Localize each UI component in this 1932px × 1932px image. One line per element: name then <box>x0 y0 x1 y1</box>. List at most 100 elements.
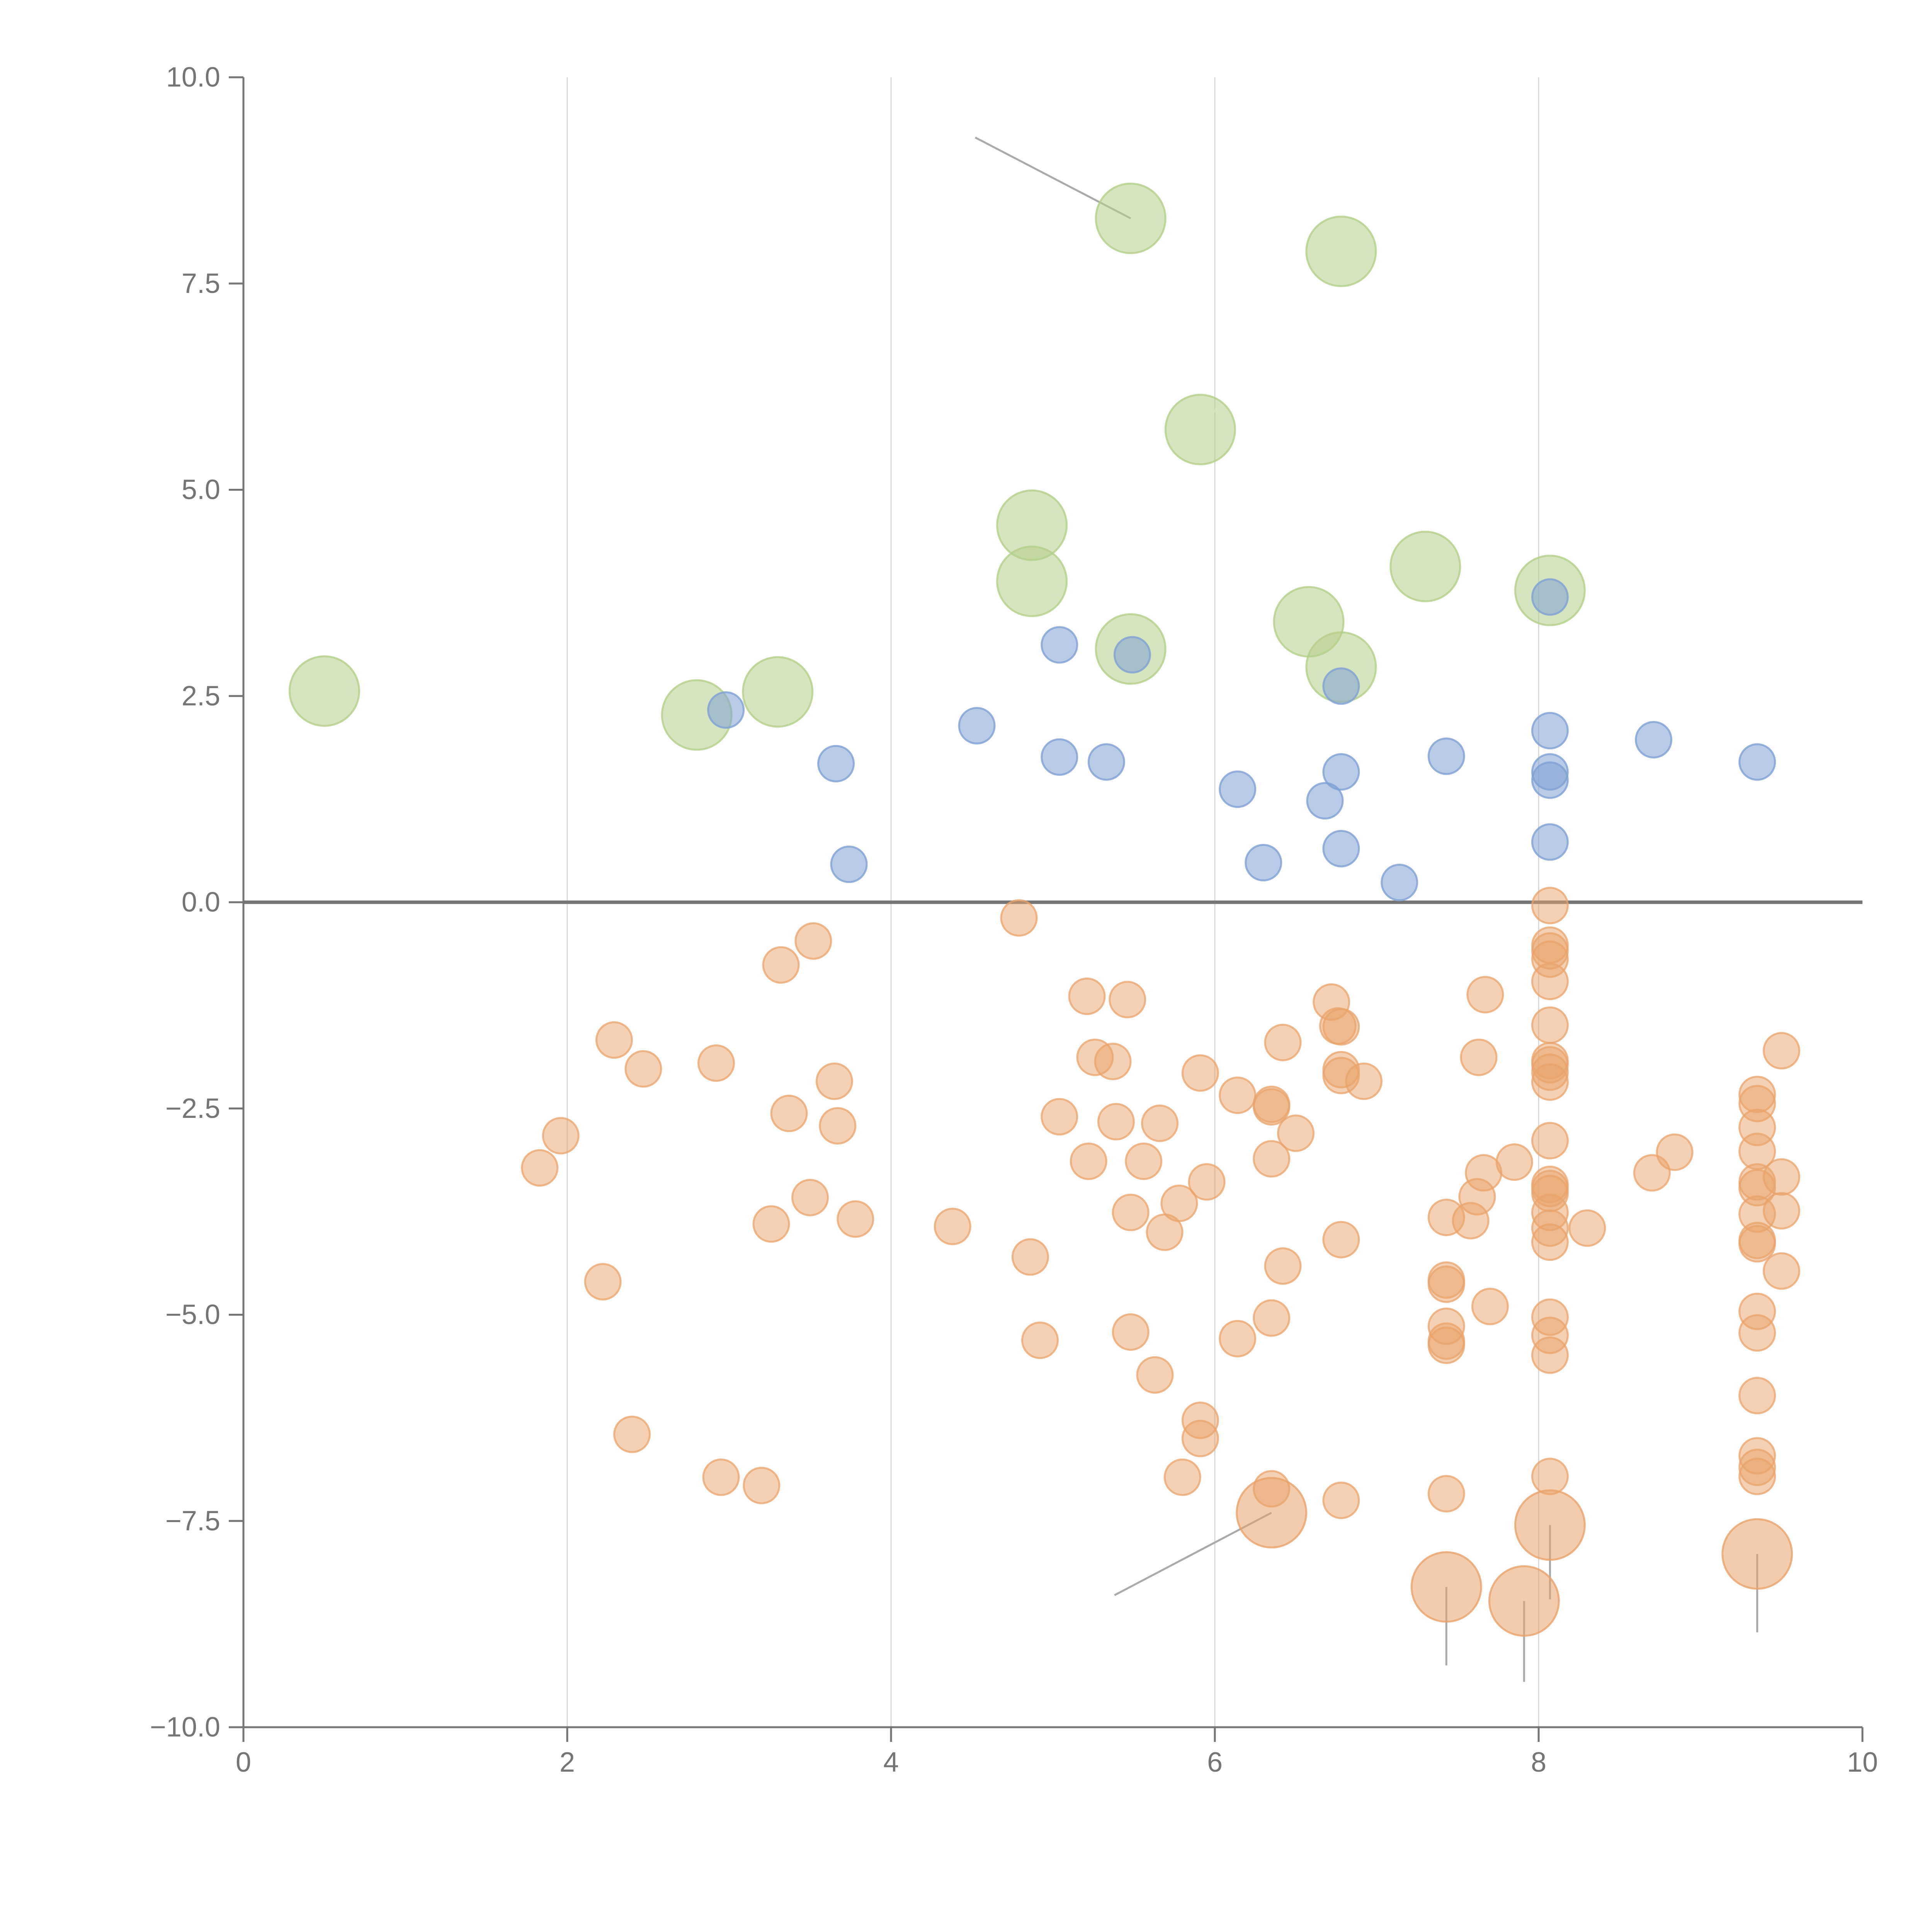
positive-point <box>1634 721 1672 759</box>
positive-point <box>1322 753 1360 791</box>
negative-point <box>1322 1008 1360 1046</box>
negative-point <box>1097 1103 1135 1141</box>
y-tick-label: −5.0 <box>165 1299 220 1330</box>
positive-point <box>1531 578 1569 616</box>
negative-point <box>752 1205 790 1243</box>
negative-point <box>762 946 800 984</box>
negative-point <box>1345 1062 1383 1100</box>
negative-point <box>624 1050 662 1088</box>
negative-point <box>1763 1032 1800 1070</box>
highlighted-positive-point <box>289 655 360 727</box>
negative-point <box>1136 1356 1174 1394</box>
positive-point <box>830 845 868 883</box>
highlighted-positive-point <box>1305 215 1377 287</box>
negative-point <box>1738 1314 1776 1352</box>
negative-point <box>1322 1481 1360 1519</box>
negative-point <box>1763 1192 1800 1230</box>
highlighted-positive-point <box>996 545 1068 617</box>
axes: 10.0 7.5 5.0 2.5 0.0 −2.5 −5.0 −7.5 −10.0 0 2 4 6 8 10 <box>150 62 1878 1778</box>
positive-point <box>1381 864 1418 901</box>
negative-point <box>1427 1326 1465 1364</box>
positive-point <box>1306 782 1344 820</box>
positive-point <box>1322 830 1360 867</box>
negative-point <box>595 1021 633 1059</box>
y-tick-label: −7.5 <box>165 1505 220 1536</box>
highlighted-positive-point <box>742 656 814 728</box>
negative-point <box>521 1149 559 1187</box>
negative-point <box>584 1263 622 1301</box>
negative-point <box>1109 981 1146 1019</box>
negative-point <box>697 1044 735 1082</box>
positive-point <box>1427 737 1465 775</box>
negative-point <box>1763 1158 1800 1196</box>
highlighted-negative-point <box>1721 1518 1793 1590</box>
x-tick-label: 0 <box>236 1747 251 1778</box>
positive-point <box>1531 761 1569 799</box>
negative-point <box>794 922 832 960</box>
highlighted-negative-point <box>1410 1551 1482 1623</box>
negative-point <box>1253 1299 1291 1337</box>
negative-point <box>837 1200 874 1238</box>
negative-point <box>1531 1458 1569 1495</box>
positive-point <box>1531 712 1569 750</box>
negative-point <box>1011 1238 1049 1276</box>
positive-point <box>817 745 855 782</box>
positive-point <box>1738 743 1776 781</box>
y-tick-label: 2.5 <box>182 680 220 711</box>
negative-point <box>934 1208 971 1245</box>
y-tick-label: −10.0 <box>150 1712 220 1743</box>
x-tick-label: 10 <box>1847 1747 1878 1778</box>
positive-point <box>958 707 996 745</box>
y-tick-label: −2.5 <box>165 1093 220 1124</box>
negative-point <box>1188 1163 1226 1201</box>
negative-point <box>1094 1043 1132 1080</box>
negative-point <box>1738 1458 1776 1495</box>
highlighted-negative-point <box>1514 1489 1586 1561</box>
negative-point <box>1068 977 1106 1015</box>
negative-point <box>1021 1321 1059 1359</box>
negative-point <box>770 1095 808 1133</box>
negative-point <box>1738 1225 1776 1263</box>
negative-point <box>1141 1104 1179 1142</box>
positive-point <box>1041 738 1078 776</box>
negative-point <box>1471 1287 1509 1325</box>
negative-point <box>1264 1024 1302 1061</box>
negative-point <box>1531 1223 1569 1261</box>
negative-point <box>1070 1142 1107 1180</box>
negative-point <box>815 1062 853 1100</box>
negative-point <box>542 1117 580 1155</box>
negative-point <box>1531 1063 1569 1101</box>
y-tick-label: 10.0 <box>166 62 220 93</box>
highlighted-positive-point <box>1164 394 1236 466</box>
negative-point <box>1163 1458 1201 1496</box>
negative-point <box>1219 1320 1257 1357</box>
negative-point <box>1531 1336 1569 1374</box>
negative-point <box>1181 1054 1219 1092</box>
negative-point <box>1656 1133 1694 1171</box>
negative-point <box>1253 1140 1291 1178</box>
x-tick-label: 6 <box>1207 1747 1223 1778</box>
positive-point <box>1219 770 1257 808</box>
positive-point <box>1087 743 1125 781</box>
positive-point <box>1531 823 1569 861</box>
negative-point <box>1427 1475 1465 1513</box>
y-tick-label: 7.5 <box>182 268 220 299</box>
positive-point <box>1322 667 1360 705</box>
highlighted-positive-point <box>1389 531 1461 602</box>
highlighted-negative-point <box>1488 1565 1560 1637</box>
negative-point <box>1531 1122 1569 1160</box>
x-tick-label: 4 <box>883 1747 899 1778</box>
leader-lines <box>684 136 1759 1682</box>
negative-point <box>1000 899 1038 937</box>
positive-point <box>1245 844 1282 882</box>
negative-point <box>1427 1265 1465 1303</box>
negative-point <box>1466 976 1504 1014</box>
negative-point <box>1160 1184 1198 1222</box>
x-tick-label: 2 <box>560 1747 575 1778</box>
negative-point <box>1112 1313 1150 1351</box>
y-tick-label: 0.0 <box>182 887 220 918</box>
negative-point <box>1253 1088 1291 1126</box>
negative-point <box>1531 887 1569 925</box>
